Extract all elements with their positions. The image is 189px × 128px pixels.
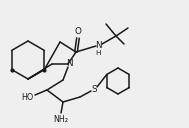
- Text: HO: HO: [21, 93, 33, 102]
- Text: S: S: [91, 84, 97, 93]
- Text: H: H: [95, 50, 101, 56]
- Text: O: O: [75, 28, 81, 36]
- Text: N: N: [95, 41, 101, 51]
- Text: NH₂: NH₂: [53, 115, 68, 125]
- Text: N: N: [66, 58, 72, 67]
